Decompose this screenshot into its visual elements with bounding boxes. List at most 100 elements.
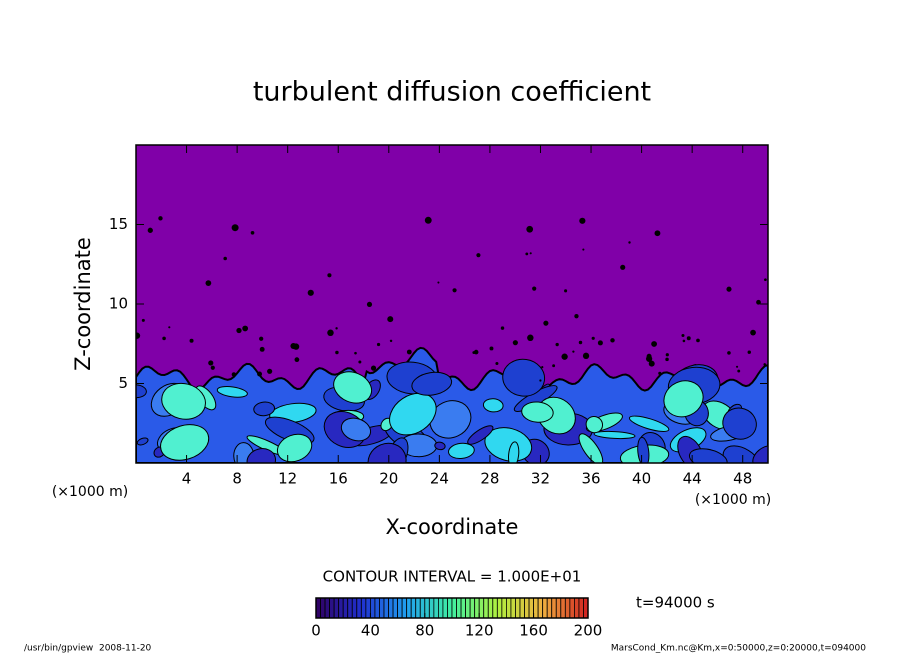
x-tick-label: 28 bbox=[480, 470, 499, 488]
colorbar-stripe bbox=[324, 597, 331, 619]
y-tick-label: 5 bbox=[118, 374, 128, 392]
speck bbox=[597, 340, 603, 346]
colorbar-stripe bbox=[329, 597, 335, 619]
colorbar-stripe bbox=[451, 597, 457, 619]
eddy bbox=[216, 386, 248, 398]
speck bbox=[681, 333, 685, 338]
speck bbox=[242, 325, 249, 332]
eddy bbox=[160, 424, 210, 461]
speck bbox=[525, 252, 529, 256]
speck bbox=[389, 339, 393, 343]
speck bbox=[189, 338, 194, 343]
colorbar-stripe bbox=[419, 597, 426, 619]
speck bbox=[387, 316, 394, 323]
speck bbox=[735, 365, 739, 368]
speck bbox=[259, 346, 265, 352]
colorbar-stripe bbox=[551, 597, 557, 619]
speck bbox=[231, 224, 239, 232]
y-unit-label: (×1000 m) bbox=[52, 484, 128, 500]
colorbar-tick-label: 120 bbox=[465, 622, 494, 640]
speck bbox=[307, 289, 314, 296]
eddy bbox=[752, 445, 768, 463]
speck bbox=[726, 286, 732, 292]
speck bbox=[686, 336, 691, 341]
speck bbox=[406, 349, 412, 355]
x-tick-label: 32 bbox=[531, 470, 550, 488]
speck bbox=[223, 256, 227, 261]
speck bbox=[327, 273, 332, 278]
speck bbox=[747, 350, 751, 354]
colorbar-stripe bbox=[410, 597, 417, 619]
colorbar-tick-label: 0 bbox=[311, 622, 321, 640]
colorbar-stripe bbox=[374, 597, 380, 619]
speck bbox=[257, 371, 263, 377]
colorbar-stripe bbox=[360, 597, 367, 619]
speck bbox=[495, 362, 499, 366]
colorbar-stripe bbox=[369, 597, 376, 619]
x-tick-label: 40 bbox=[632, 470, 651, 488]
colorbar-stripe bbox=[383, 597, 389, 619]
speck bbox=[737, 369, 741, 373]
speck bbox=[582, 352, 590, 359]
colorbar-stripe bbox=[560, 597, 566, 619]
speck bbox=[529, 252, 532, 255]
eddy bbox=[508, 441, 520, 463]
colorbar-stripe bbox=[510, 597, 516, 619]
speck bbox=[564, 289, 568, 293]
speck bbox=[750, 329, 756, 336]
colorbar-stripe bbox=[492, 597, 498, 619]
colorbar-tick-label: 160 bbox=[519, 622, 548, 640]
x-tick-label: 20 bbox=[379, 470, 398, 488]
colorbar-stripe bbox=[397, 597, 403, 619]
colorbar-stripe bbox=[433, 597, 439, 619]
speck bbox=[539, 379, 542, 382]
colorbar-tick-label: 80 bbox=[415, 622, 434, 640]
colorbar-stripe bbox=[401, 597, 408, 619]
colorbar-stripe bbox=[533, 597, 539, 619]
eddy bbox=[136, 437, 149, 446]
eddy bbox=[253, 401, 276, 417]
colorbar-tick-label: 40 bbox=[361, 622, 380, 640]
colorbar-stripe bbox=[478, 597, 485, 619]
colorbar-stripe bbox=[365, 597, 371, 619]
colorbar-stripe bbox=[501, 597, 507, 619]
x-axis-label: X-coordinate bbox=[386, 515, 519, 539]
footer-right: MarsCond_Km.nc@Km,x=0:50000,z=0:20000,t=… bbox=[611, 644, 866, 654]
speck bbox=[141, 318, 145, 322]
x-tick-label: 36 bbox=[581, 470, 600, 488]
colorbar-tick-label: 200 bbox=[574, 622, 603, 640]
colorbar-stripe bbox=[415, 597, 421, 619]
eddy bbox=[482, 398, 504, 413]
speck bbox=[208, 360, 214, 366]
speck bbox=[147, 227, 153, 233]
field bbox=[136, 145, 768, 463]
colorbar-stripe bbox=[474, 597, 480, 619]
colorbar-stripe bbox=[542, 597, 548, 619]
colorbar-stripe bbox=[578, 597, 584, 619]
eddy bbox=[389, 392, 437, 436]
colorbar-stripe bbox=[379, 597, 385, 619]
colorbar-stripe bbox=[460, 597, 467, 619]
eddy bbox=[448, 442, 475, 460]
speck bbox=[665, 353, 669, 357]
colorbar-stripe bbox=[528, 597, 534, 619]
speck bbox=[582, 248, 585, 251]
speck bbox=[579, 217, 586, 224]
speck bbox=[168, 326, 171, 329]
eddy bbox=[333, 371, 373, 404]
colorbar-stripe bbox=[564, 597, 571, 619]
speck bbox=[620, 264, 626, 270]
speck bbox=[489, 346, 494, 351]
speck bbox=[658, 371, 662, 375]
speck bbox=[354, 351, 357, 355]
speck bbox=[526, 225, 534, 233]
colorbar-stripe bbox=[333, 597, 340, 619]
colorbar-stripe bbox=[505, 597, 512, 619]
speck bbox=[532, 286, 537, 291]
y-axis-label: Z-coordinate bbox=[71, 237, 95, 371]
speck bbox=[335, 327, 338, 330]
eddy bbox=[434, 441, 446, 451]
colorbar-stripe bbox=[465, 597, 471, 619]
speck bbox=[162, 336, 166, 341]
speck bbox=[578, 340, 583, 345]
